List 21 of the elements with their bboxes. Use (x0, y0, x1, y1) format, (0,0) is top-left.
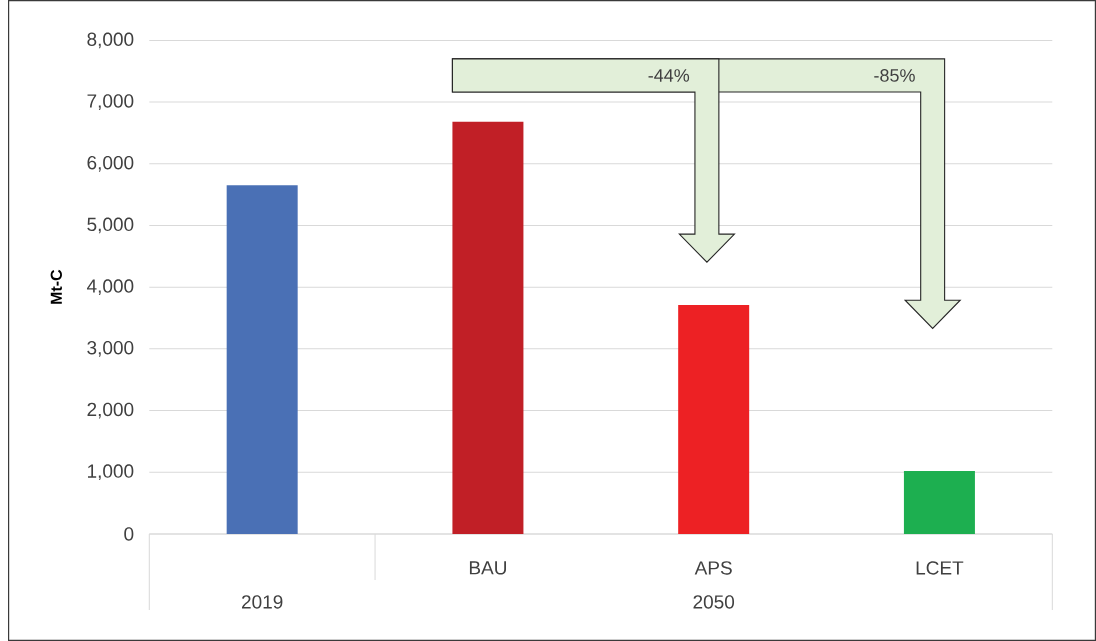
annotation: -44% (648, 69, 690, 82)
bar (903, 470, 975, 534)
y-tick-label: 7,000 (87, 94, 134, 110)
y-tick-label: 2,000 (87, 402, 134, 419)
y-tick-label: 5,000 (87, 217, 134, 234)
y-tick-label: 3,000 (87, 340, 134, 357)
bar (452, 121, 524, 534)
y-tick-label: 8,000 (87, 32, 134, 49)
y-tick-label: 6,000 (87, 155, 134, 172)
text: 2050 (693, 595, 735, 609)
bar (226, 185, 298, 534)
y-tick-label: 4,000 (86, 279, 134, 295)
x-tick-label: LCET (916, 561, 964, 575)
y-tick-label: 0 (124, 527, 134, 541)
y-tick-label: 1,000 (88, 464, 134, 481)
annotation: -85% (874, 69, 915, 82)
text: 2019 (242, 595, 283, 609)
x-tick-label: BAU (469, 561, 506, 575)
bar (678, 305, 750, 534)
x-tick-label: APS (694, 561, 732, 575)
y-axis-title: Mt-C (50, 269, 62, 304)
